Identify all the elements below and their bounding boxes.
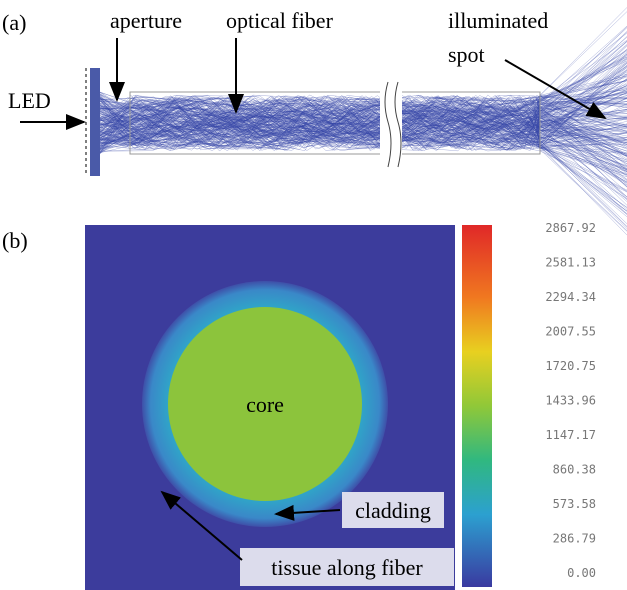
ray-bundle [100, 7, 627, 235]
colorbar-label: 0.00 [567, 566, 596, 580]
annotation: aperture [110, 8, 182, 33]
colorbar-label: 2007.55 [545, 325, 596, 339]
annotation: optical fiber [226, 8, 334, 33]
colorbar-label: 2581.13 [545, 256, 596, 270]
rays [100, 7, 627, 235]
led-source [90, 68, 100, 176]
colorbar-label: 1433.96 [545, 394, 596, 408]
annotation: illuminated [448, 8, 548, 33]
colorbar-label: 286.79 [553, 532, 596, 546]
annotation: core [246, 392, 284, 417]
colorbar-label: 860.38 [553, 463, 596, 477]
panel-label: (b) [2, 228, 28, 253]
colorbar-label: 1720.75 [545, 359, 596, 373]
colorbar-label: 573.58 [553, 497, 596, 511]
annotation: LED [8, 88, 51, 113]
colorbar-label: 2867.92 [545, 221, 596, 235]
annotation: tissue along fiber [271, 555, 423, 580]
panel-label: (a) [2, 10, 26, 35]
annotation: cladding [355, 498, 431, 523]
annotation: spot [448, 42, 485, 67]
colorbar-label: 1147.17 [545, 428, 596, 442]
colorbar-label: 2294.34 [545, 290, 596, 304]
figure: (a) LED aperture optical fiber illuminat… [0, 0, 627, 590]
colorbar [462, 225, 492, 587]
colorbar-labels: 2867.92 2581.13 2294.34 2007.55 1720.75 1433.… [545, 221, 596, 580]
